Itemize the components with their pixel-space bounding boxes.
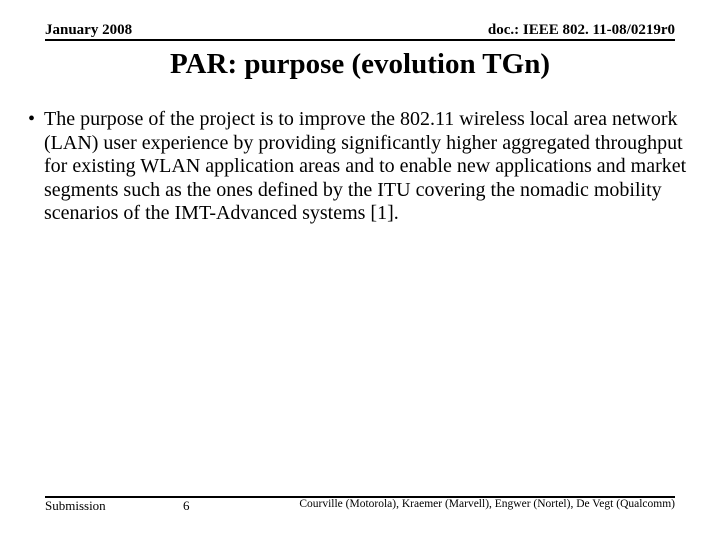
header-date: January 2008 bbox=[45, 22, 132, 39]
footer-page-number: 6 bbox=[183, 498, 190, 514]
bullet-marker: • bbox=[22, 108, 44, 226]
bullet-text: The purpose of the project is to improve… bbox=[44, 108, 690, 226]
footer-authors: Courville (Motorola), Kraemer (Marvell),… bbox=[299, 498, 675, 510]
footer-submission: Submission bbox=[45, 498, 106, 514]
slide-header: January 2008 doc.: IEEE 802. 11-08/0219r… bbox=[45, 22, 675, 41]
slide-body: • The purpose of the project is to impro… bbox=[22, 108, 690, 226]
header-doc-id: doc.: IEEE 802. 11-08/0219r0 bbox=[488, 22, 675, 39]
slide-title: PAR: purpose (evolution TGn) bbox=[0, 48, 720, 81]
bullet-item: • The purpose of the project is to impro… bbox=[22, 108, 690, 226]
slide-footer: Submission 6 Courville (Motorola), Kraem… bbox=[45, 496, 675, 514]
